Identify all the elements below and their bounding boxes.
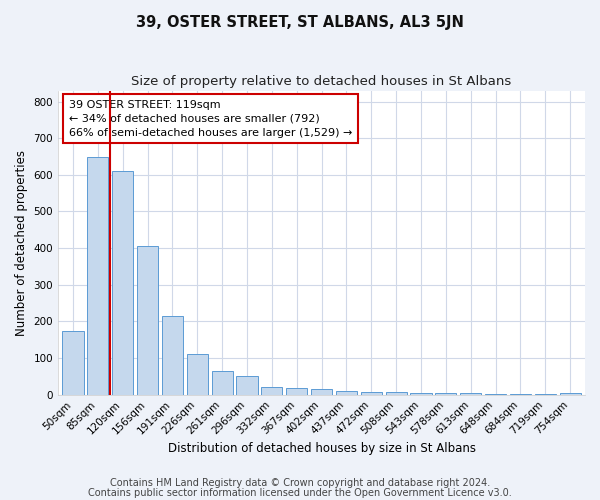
Bar <box>361 392 382 394</box>
Bar <box>460 393 481 394</box>
Bar <box>236 376 257 394</box>
Title: Size of property relative to detached houses in St Albans: Size of property relative to detached ho… <box>131 75 512 88</box>
X-axis label: Distribution of detached houses by size in St Albans: Distribution of detached houses by size … <box>167 442 476 455</box>
Text: Contains HM Land Registry data © Crown copyright and database right 2024.: Contains HM Land Registry data © Crown c… <box>110 478 490 488</box>
Text: Contains public sector information licensed under the Open Government Licence v3: Contains public sector information licen… <box>88 488 512 498</box>
Bar <box>286 388 307 394</box>
Bar <box>187 354 208 395</box>
Bar <box>62 330 83 394</box>
Bar <box>311 389 332 394</box>
Bar <box>410 393 431 394</box>
Bar <box>336 391 357 394</box>
Bar <box>261 388 283 394</box>
Bar <box>162 316 183 394</box>
Bar <box>560 393 581 394</box>
Y-axis label: Number of detached properties: Number of detached properties <box>15 150 28 336</box>
Bar <box>87 156 109 394</box>
Bar <box>112 171 133 394</box>
Bar <box>386 392 407 394</box>
Bar <box>435 393 457 394</box>
Text: 39 OSTER STREET: 119sqm
← 34% of detached houses are smaller (792)
66% of semi-d: 39 OSTER STREET: 119sqm ← 34% of detache… <box>68 100 352 138</box>
Bar <box>212 371 233 394</box>
Bar <box>137 246 158 394</box>
Text: 39, OSTER STREET, ST ALBANS, AL3 5JN: 39, OSTER STREET, ST ALBANS, AL3 5JN <box>136 15 464 30</box>
